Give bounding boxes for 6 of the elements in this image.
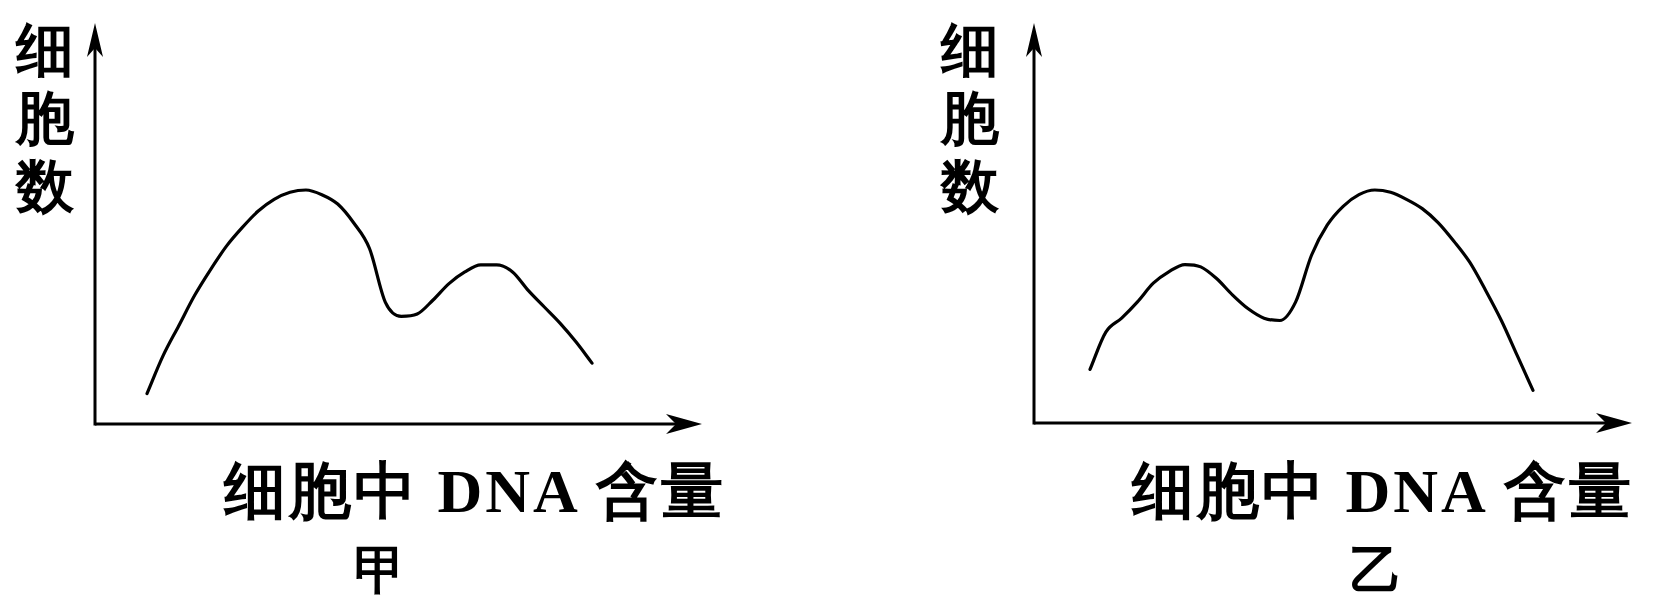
text: 乙: [1350, 542, 1402, 599]
y-axis-title: 细胞数: [939, 18, 1000, 219]
x-axis-title: 细胞中 DNA 含量: [1131, 457, 1634, 525]
y-axis-title: 细胞数: [14, 18, 75, 219]
x-axis-title: 细胞中 DNA 含量: [223, 457, 726, 525]
text: 甲: [354, 542, 406, 599]
